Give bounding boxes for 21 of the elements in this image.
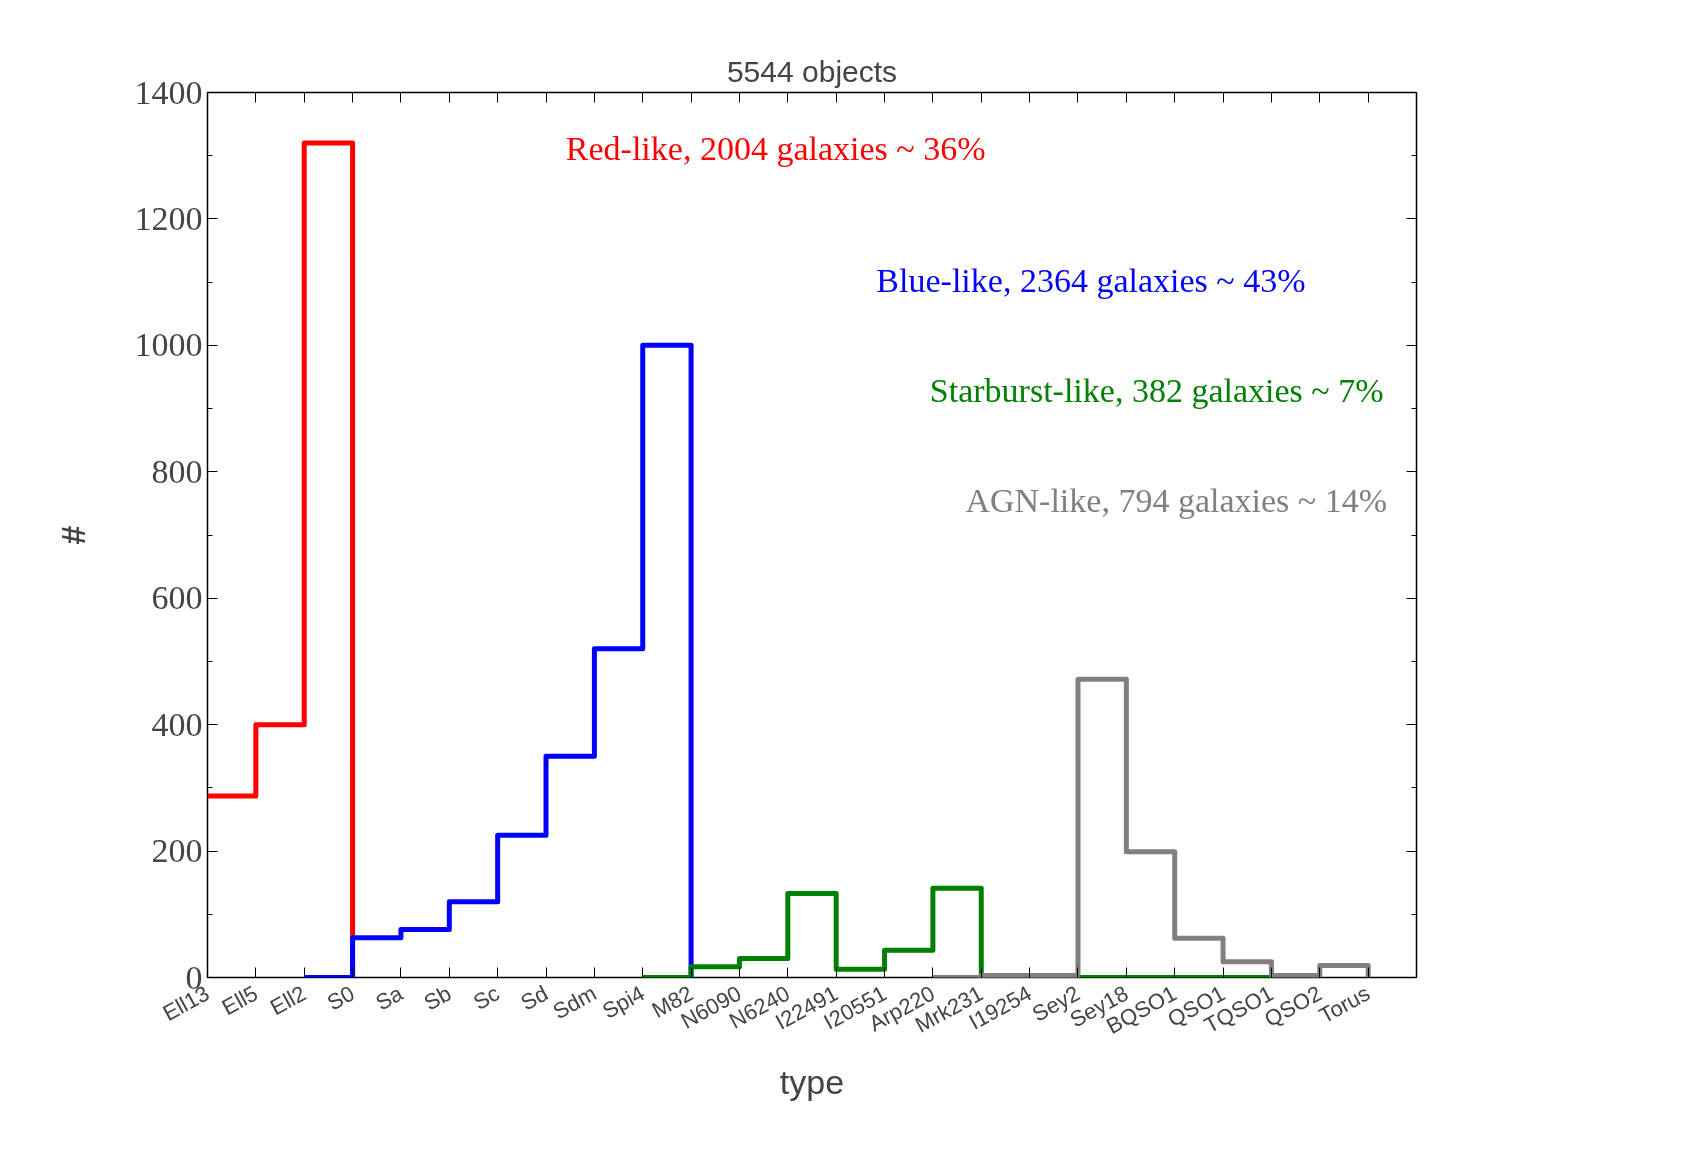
x-tick-label: Sa: [371, 980, 408, 1016]
y-tick-label: 1000: [134, 326, 203, 364]
y-tick-label: 1200: [134, 199, 203, 237]
y-tick-label: 400: [151, 705, 203, 743]
text: Red-like, 2004 galaxies ~ 36%: [565, 130, 986, 167]
x-tick-label: Sc: [469, 980, 504, 1015]
y-tick-label: 600: [151, 579, 203, 617]
text: Blue-like, 2364 galaxies ~ 43%: [876, 262, 1306, 299]
x-tick-label: Sb: [419, 980, 456, 1016]
y-tick-label: 800: [151, 452, 203, 490]
x-tick-label: Ell5: [217, 980, 262, 1021]
text: Starburst-like, 382 galaxies ~ 7%: [929, 372, 1384, 409]
text: AGN-like, 794 galaxies ~ 14%: [965, 482, 1388, 519]
x-tick-label: Ell2: [266, 980, 311, 1021]
y-axis-title: #: [53, 525, 92, 545]
y-tick-label: 1400: [134, 73, 203, 111]
y-tick-label: 200: [151, 832, 203, 870]
chart-title: 5544 objects: [726, 54, 898, 88]
x-tick-label: Spi4: [598, 980, 649, 1024]
x-axis-title: type: [779, 1062, 845, 1101]
x-tick-label: S0: [322, 980, 359, 1016]
